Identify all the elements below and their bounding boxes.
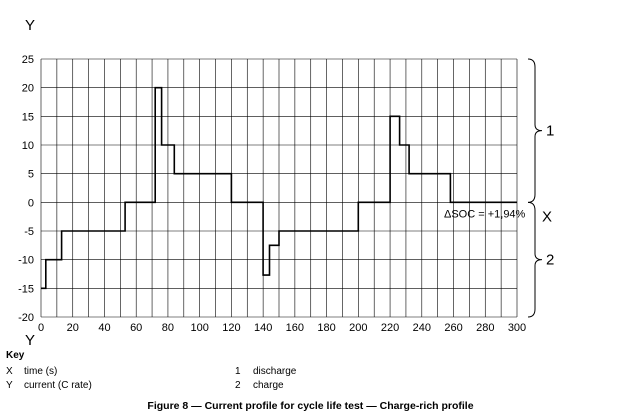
- key-text-2: charge: [253, 380, 284, 391]
- y-tick-label: 0: [28, 197, 34, 209]
- key-text-y: current (C rate): [24, 380, 92, 391]
- y-tick-label: 10: [22, 140, 34, 152]
- key-item-x: X: [6, 365, 13, 379]
- key-symbol: Y: [6, 380, 13, 391]
- y-tick-label: -10: [18, 255, 34, 267]
- key-symbol: X: [6, 366, 13, 377]
- x-tick-label: 100: [190, 322, 208, 334]
- y-tick-label: 15: [22, 111, 34, 123]
- key-item-1: 1: [235, 365, 241, 379]
- y-tick-label: -5: [24, 226, 34, 238]
- key-text-x: time (s): [24, 366, 58, 377]
- key-title: Key: [6, 350, 25, 361]
- y-axis-letter-bottom: Y: [25, 332, 35, 349]
- x-tick-label: 300: [508, 322, 526, 334]
- x-axis-letter: X: [542, 208, 552, 225]
- chart-series: [41, 86, 517, 290]
- x-tick-label: 60: [130, 322, 142, 334]
- x-tick-label: 20: [67, 322, 79, 334]
- region-label: 2: [546, 252, 554, 269]
- chart-plot: 0 20 40 60 80 100 120 140 160 180 200 220 240 260 280 3…: [18, 17, 554, 349]
- delta-soc-annotation: ΔSOC = +1,94%: [444, 208, 526, 220]
- key-symbol: 2: [235, 380, 241, 391]
- key-symbol: 1: [235, 366, 241, 377]
- chart-tick-labels: 0 20 40 60 80 100 120 140 160 180 200 220 240 260 280 3…: [18, 54, 526, 334]
- y-tick-label: 25: [22, 54, 34, 66]
- region-braces: 12: [527, 58, 554, 318]
- x-tick-label: 80: [162, 322, 174, 334]
- region-label: 1: [546, 123, 554, 140]
- x-tick-label: 240: [413, 322, 431, 334]
- x-tick-label: 280: [476, 322, 494, 334]
- x-tick-label: 200: [349, 322, 367, 334]
- x-tick-label: 220: [381, 322, 399, 334]
- y-axis-letter: Y: [25, 17, 35, 34]
- x-tick-label: 180: [317, 322, 335, 334]
- x-tick-label: 160: [286, 322, 304, 334]
- key-item-y: Y: [6, 379, 13, 393]
- x-tick-label: 0: [38, 322, 44, 334]
- x-tick-label: 120: [222, 322, 240, 334]
- chart-grid: [40, 58, 518, 318]
- y-tick-label: 5: [28, 169, 34, 181]
- key-item-2: 2: [235, 379, 241, 393]
- x-tick-label: 260: [444, 322, 462, 334]
- x-tick-label: 140: [254, 322, 272, 334]
- key-text-1: discharge: [253, 366, 297, 377]
- region-brace: [527, 58, 543, 203]
- region-brace: [527, 201, 543, 318]
- y-tick-label: 20: [22, 83, 34, 95]
- y-tick-label: -15: [18, 283, 34, 295]
- figure-caption: Figure 8 — Current profile for cycle lif…: [147, 400, 474, 412]
- series-line: [41, 86, 517, 290]
- x-tick-label: 40: [98, 322, 110, 334]
- y-tick-label: -20: [18, 312, 34, 324]
